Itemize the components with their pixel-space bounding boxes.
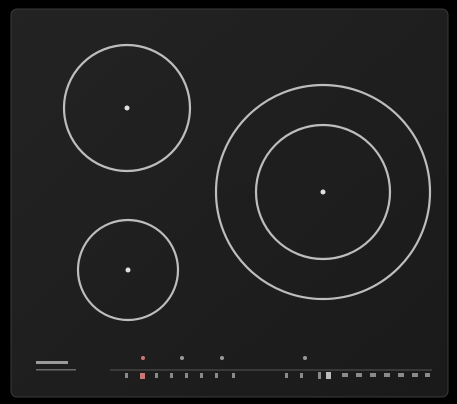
touch-key[interactable]: [300, 373, 303, 378]
indicator: [180, 356, 184, 360]
touch-key[interactable]: [425, 373, 430, 377]
touch-key[interactable]: [125, 373, 128, 378]
touch-key[interactable]: [155, 373, 158, 378]
cooking-zones: [62, 43, 432, 322]
touch-key[interactable]: [200, 373, 203, 378]
control-strip: [36, 356, 432, 379]
touch-key[interactable]: [326, 372, 331, 379]
touch-key[interactable]: [185, 373, 188, 378]
touch-key[interactable]: [285, 373, 288, 378]
brand-logo: [36, 361, 68, 364]
touch-key[interactable]: [384, 373, 390, 377]
zone-top-left: [62, 43, 192, 173]
indicator: [303, 356, 307, 360]
touch-key[interactable]: [412, 373, 418, 377]
zone-right-inner: [254, 123, 392, 261]
touch-key[interactable]: [140, 373, 145, 379]
zone-center: [125, 267, 131, 273]
glass-panel: [10, 8, 449, 398]
zone-centers: [124, 105, 326, 273]
indicator: [141, 356, 145, 360]
zone-bottom-left: [76, 218, 180, 322]
touch-key[interactable]: [318, 372, 321, 379]
touch-key[interactable]: [342, 373, 348, 377]
zone-center: [320, 189, 326, 195]
touch-key[interactable]: [370, 373, 376, 377]
touch-key[interactable]: [215, 373, 218, 378]
touch-key[interactable]: [232, 373, 235, 378]
indicator: [220, 356, 224, 360]
touch-key[interactable]: [398, 373, 404, 377]
zone-center: [124, 105, 130, 111]
model-text: [36, 369, 76, 371]
touch-key[interactable]: [170, 373, 173, 378]
touch-key[interactable]: [356, 373, 362, 377]
touch-keys: [125, 372, 430, 379]
zone-right-outer: [214, 83, 432, 301]
